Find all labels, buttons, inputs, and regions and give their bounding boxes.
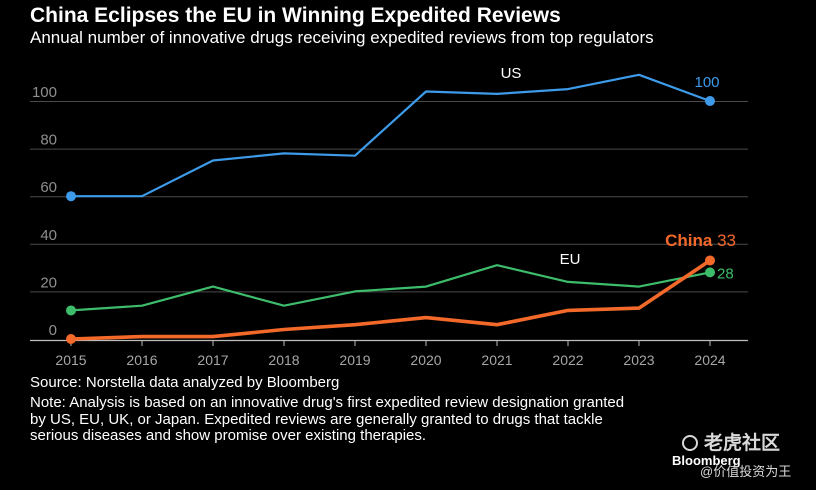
y-tick-label: 20	[40, 274, 57, 291]
bloomberg-logo: Bloomberg	[672, 453, 741, 468]
point-end-us	[705, 96, 715, 106]
x-tick-label: 2022	[552, 352, 583, 368]
y-tick-label: 100	[32, 84, 57, 101]
series-line-china	[69, 258, 712, 341]
gridlines	[30, 101, 748, 293]
line-chart: 0 20 40 60 80 100 2015 2016 2017 2018 2019 2020 2021…	[30, 65, 748, 368]
chart-title: China Eclipses the EU in Winning Expedit…	[30, 4, 561, 27]
end-label-us: 100	[694, 74, 719, 91]
x-tick-label: 2021	[481, 352, 512, 368]
end-label-eu: 28	[717, 265, 734, 282]
x-tick-label: 2024	[694, 352, 725, 368]
x-tick-label: 2019	[339, 352, 370, 368]
series-line-eu	[69, 264, 712, 312]
x-tick-label: 2018	[268, 352, 299, 368]
series-name-china: China	[665, 231, 717, 250]
y-tick-label: 80	[40, 132, 57, 149]
x-tick-label: 2017	[197, 352, 228, 368]
x-tick-label: 2023	[623, 352, 654, 368]
source-note: Source: Norstella data analyzed by Bloom…	[30, 374, 340, 391]
series-line-us	[69, 73, 712, 198]
x-tick-label: 2016	[126, 352, 157, 368]
y-tick-label: 0	[49, 322, 57, 339]
series-name-eu: EU	[560, 251, 581, 268]
watermark-name: 老虎社区	[704, 433, 781, 454]
tiger-logo-icon	[682, 435, 698, 451]
end-label-china: 33	[717, 231, 736, 250]
axes: 0 20 40 60 80 100 2015 2016 2017 2018 2019 2020 2021…	[30, 84, 748, 368]
chart-subtitle: Annual number of innovative drugs receiv…	[30, 28, 654, 47]
y-tick-label: 40	[40, 227, 57, 244]
methodology-note: Note: Analysis is based on an innovative…	[30, 394, 625, 444]
series-lines	[66, 73, 715, 344]
point-end-china	[705, 255, 715, 266]
point-start-eu	[66, 305, 76, 316]
china-label-group: China 33	[665, 231, 736, 250]
watermark-handle: @价值投资为王	[700, 464, 792, 479]
point-start-china	[66, 334, 76, 344]
x-tick-label: 2020	[410, 352, 441, 368]
x-tick-label: 2015	[55, 352, 86, 368]
point-end-eu	[705, 267, 715, 278]
point-start-us	[66, 191, 76, 202]
series-name-us: US	[501, 65, 522, 82]
y-tick-label: 60	[40, 179, 57, 196]
watermark-title: 老虎社区	[682, 428, 780, 455]
